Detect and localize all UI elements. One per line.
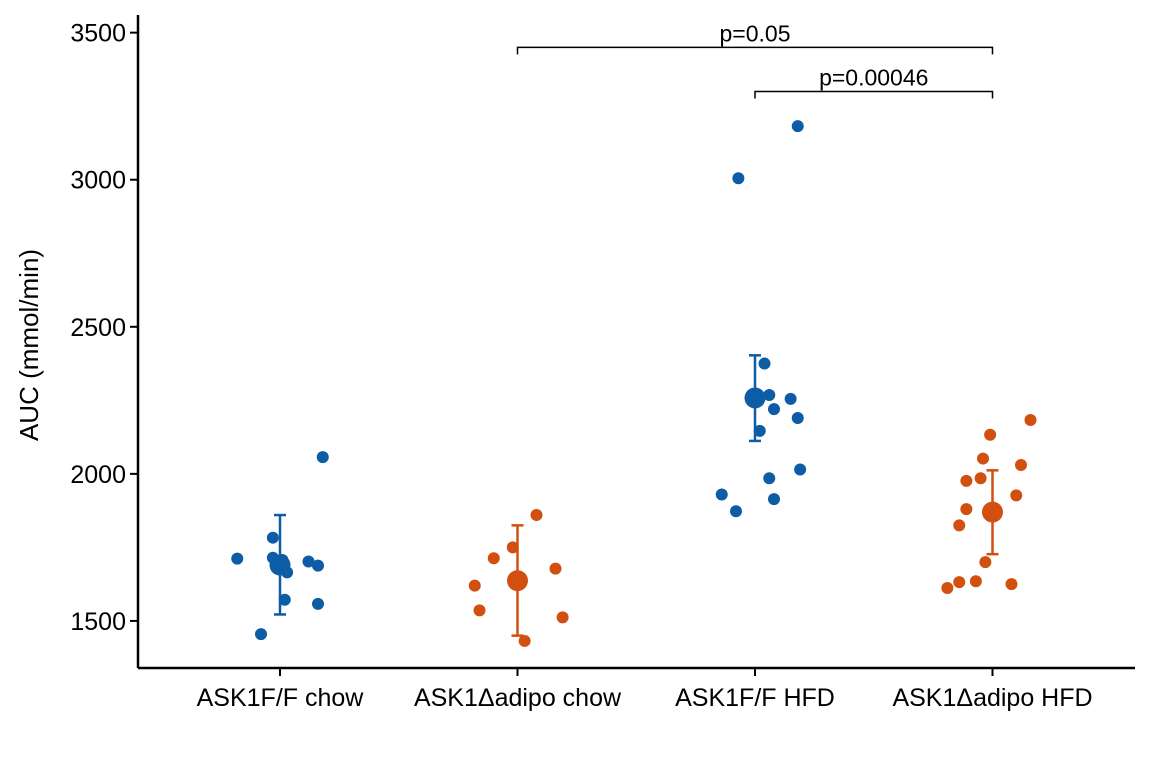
data-point (979, 556, 992, 569)
y-tick-label: 3000 (70, 167, 126, 195)
data-point (518, 634, 531, 647)
group-0 (231, 451, 329, 641)
mean-point (982, 501, 1003, 523)
data-point (302, 555, 315, 568)
x-tick-label: ASK1F/F HFD (675, 684, 835, 712)
data-point (768, 493, 780, 506)
group-2 (715, 120, 807, 518)
data-point (1015, 459, 1027, 472)
y-tick-label: 1500 (70, 608, 126, 636)
data-point (791, 120, 804, 133)
data-point (316, 451, 329, 464)
y-tick-label: 3500 (70, 20, 126, 48)
y-axis: 1500 2000 2500 3000 3500 (70, 15, 140, 668)
data-point (758, 357, 771, 370)
data-marks (231, 120, 1037, 647)
data-point (312, 597, 324, 610)
data-point (530, 509, 543, 522)
data-point (255, 628, 267, 641)
data-point (791, 411, 804, 424)
data-point (969, 575, 982, 588)
data-point (487, 552, 500, 565)
x-tick-label: ASK1Δadipo chow (414, 684, 622, 712)
data-point (768, 403, 780, 416)
data-point (753, 424, 766, 437)
data-point (556, 611, 569, 624)
data-point (473, 604, 486, 617)
y-tick-label: 2000 (70, 461, 126, 489)
data-point (953, 519, 966, 532)
data-point (730, 505, 742, 518)
significance-brackets: p=0.05 p=0.00046 (516, 20, 994, 99)
data-point (763, 389, 776, 402)
x-axis: ASK1F/F chow ASK1Δadipo chow ASK1F/F HFD AS… (138, 666, 1135, 712)
mean-point (507, 570, 528, 592)
data-point (784, 392, 797, 405)
group-3 (941, 414, 1037, 594)
p-value-label: p=0.00046 (819, 64, 928, 90)
data-point (984, 428, 997, 441)
data-point (312, 559, 324, 572)
data-point (715, 488, 728, 501)
data-point (941, 581, 954, 594)
data-point (953, 576, 966, 589)
mean-point (269, 554, 291, 576)
data-point (1010, 489, 1023, 502)
group-1 (468, 509, 569, 647)
x-tick-label: ASK1F/F chow (197, 684, 365, 712)
p-value-label: p=0.05 (720, 20, 791, 46)
data-point (763, 472, 776, 485)
significance-bracket (754, 90, 994, 99)
data-point (960, 474, 973, 487)
data-point (977, 452, 989, 465)
data-point (974, 472, 987, 485)
data-point (231, 552, 244, 565)
data-point (732, 172, 745, 185)
data-point (1024, 414, 1037, 427)
y-axis-title: AUC (mmol/min) (14, 249, 44, 441)
data-point (278, 593, 291, 606)
mean-point (744, 387, 766, 409)
data-point (468, 579, 481, 592)
significance-bracket (516, 46, 994, 55)
data-point (794, 463, 807, 476)
data-point (506, 541, 519, 554)
data-point (1005, 578, 1018, 591)
data-point (266, 531, 279, 544)
data-point (960, 503, 973, 516)
x-tick-label: ASK1Δadipo HFD (892, 684, 1092, 712)
data-point (549, 562, 562, 575)
y-tick-label: 2500 (70, 314, 126, 342)
